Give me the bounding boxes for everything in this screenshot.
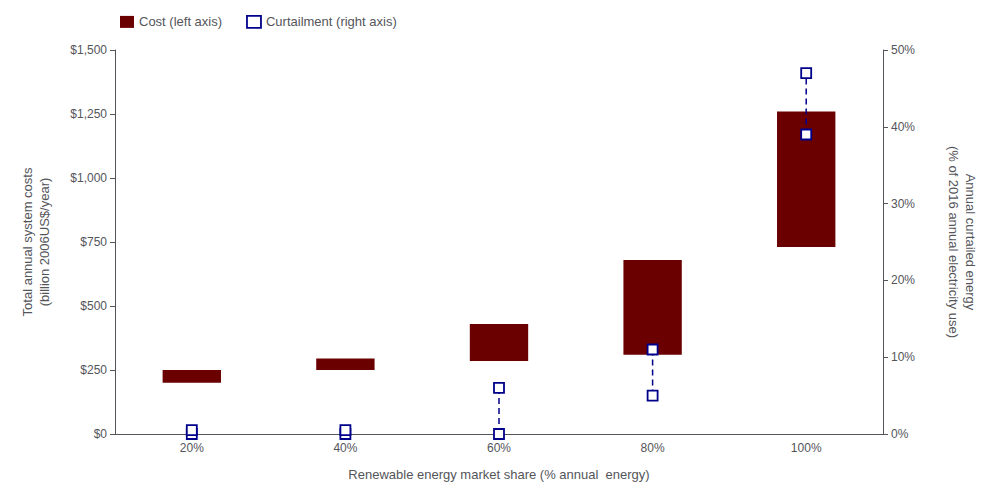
svg-text:20%: 20% xyxy=(180,441,204,455)
svg-text:$750: $750 xyxy=(80,235,107,249)
svg-text:0%: 0% xyxy=(891,427,909,441)
svg-text:$1,250: $1,250 xyxy=(70,107,107,121)
svg-text:Total annual system costs: Total annual system costs xyxy=(20,167,35,316)
svg-text:100%: 100% xyxy=(791,441,822,455)
svg-text:10%: 10% xyxy=(891,350,915,364)
svg-text:20%: 20% xyxy=(891,273,915,287)
svg-text:60%: 60% xyxy=(487,441,511,455)
svg-text:(% of 2016 annual electricity: (% of 2016 annual electricity use) xyxy=(946,146,961,338)
svg-text:$500: $500 xyxy=(80,299,107,313)
svg-text:$250: $250 xyxy=(80,363,107,377)
svg-text:(billion 2006US$/year): (billion 2006US$/year) xyxy=(37,178,52,307)
svg-text:40%: 40% xyxy=(891,120,915,134)
svg-text:30%: 30% xyxy=(891,197,915,211)
svg-text:80%: 80% xyxy=(641,441,665,455)
svg-text:$1,500: $1,500 xyxy=(70,43,107,57)
svg-text:$0: $0 xyxy=(94,427,108,441)
svg-text:50%: 50% xyxy=(891,43,915,57)
svg-text:Curtailment (right axis): Curtailment (right axis) xyxy=(266,14,397,29)
svg-text:40%: 40% xyxy=(333,441,357,455)
svg-text:Annual curtailed energy: Annual curtailed energy xyxy=(963,174,978,311)
svg-text:$1,000: $1,000 xyxy=(70,171,107,185)
svg-text:Cost (left axis): Cost (left axis) xyxy=(139,14,222,29)
svg-text:Renewable energy market share: Renewable energy market share (% annual … xyxy=(348,467,649,482)
